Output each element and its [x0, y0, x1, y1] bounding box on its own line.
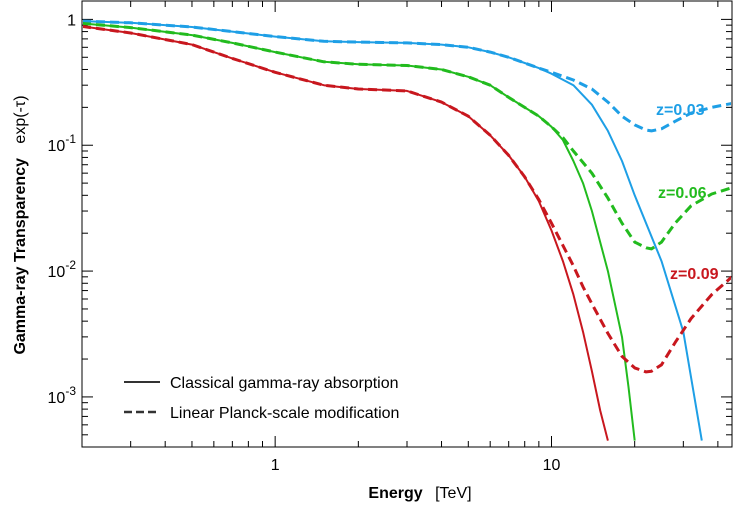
- y-tick-label: 1: [67, 12, 76, 29]
- x-axis-title-text: Energy [TeV]: [368, 485, 471, 502]
- y-axis-title-text: Gamma-ray Transparency exp(-τ): [12, 95, 29, 354]
- legend-label-planck: Linear Planck-scale modification: [170, 405, 399, 422]
- label-z-0-06: z=0.06: [658, 185, 707, 202]
- series-line-z-0-06-dashed: [83, 21, 731, 251]
- x-axis-label: Energy: [368, 485, 422, 502]
- x-axis-unit: [TeV]: [435, 485, 471, 502]
- axis-ticks: [81, 1, 732, 448]
- x-axis-title: Energy [TeV]: [368, 485, 471, 502]
- y-axis-title: Gamma-ray Transparency exp(-τ): [12, 95, 29, 354]
- y-axis-expression: exp(-τ): [12, 95, 29, 143]
- series-lines: [83, 19, 731, 441]
- series-line-z-0-09-dashed: [83, 25, 731, 374]
- series-line-z-0-03-solid: [83, 20, 703, 441]
- curve-labels: z=0.03 z=0.06 z=0.09: [656, 102, 719, 283]
- y-axis-label: Gamma-ray Transparency: [12, 158, 29, 355]
- y-tick-label: 10-2: [48, 258, 77, 281]
- plot-area: [83, 19, 731, 441]
- axis-tick-labels: 1 10 1 10-1 10-2 10-3: [48, 12, 561, 474]
- legend-label-classical: Classical gamma-ray absorption: [170, 375, 399, 392]
- legend: Classical gamma-ray absorption Linear Pl…: [124, 375, 399, 422]
- series-line-z-0-03-dashed: [83, 19, 731, 133]
- label-z-0-03: z=0.03: [656, 102, 705, 119]
- label-z-0-09: z=0.09: [670, 266, 719, 283]
- x-tick-label: 10: [543, 457, 561, 474]
- y-tick-label: 10-3: [48, 384, 77, 407]
- x-tick-label: 1: [271, 457, 280, 474]
- y-tick-label: 10-1: [48, 132, 77, 155]
